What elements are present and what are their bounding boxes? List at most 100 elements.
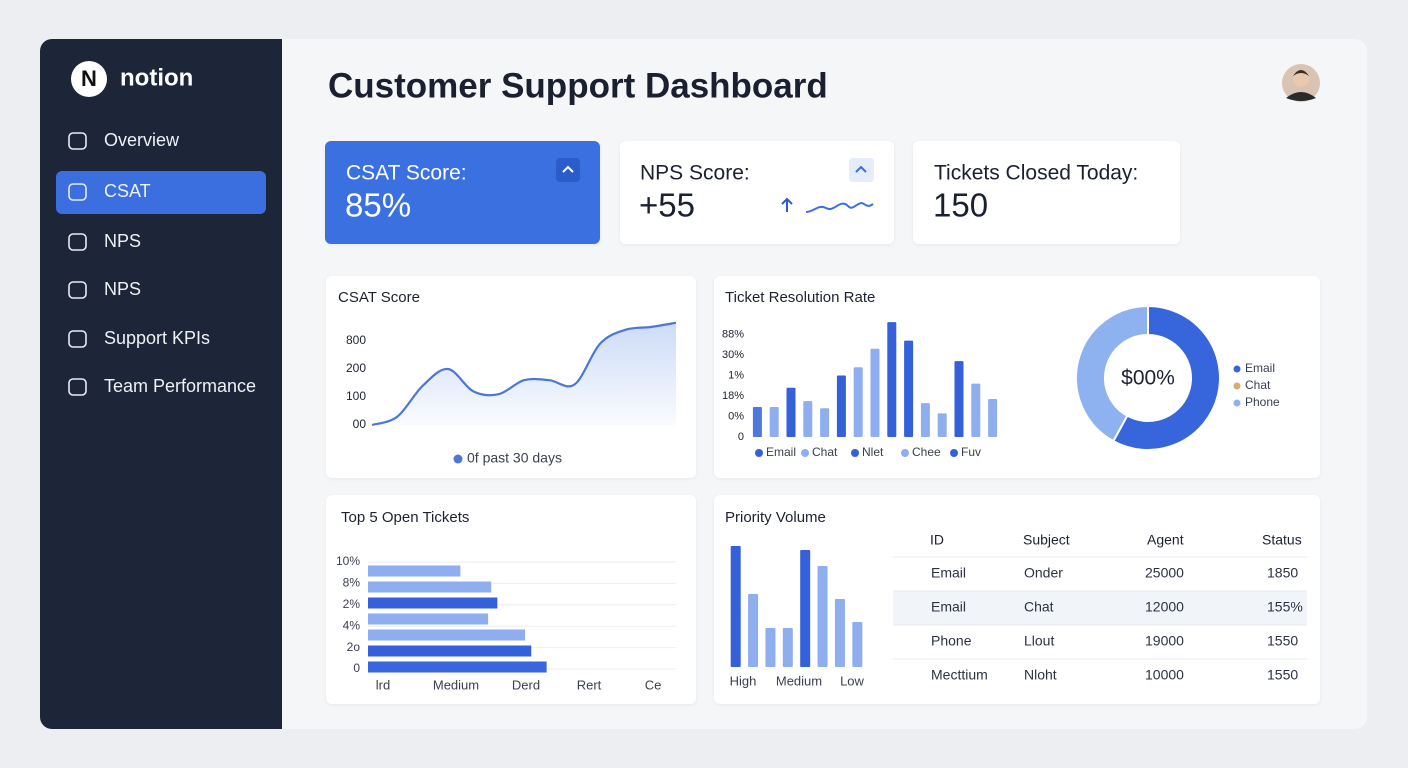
logo-icon	[71, 61, 107, 97]
x-label: Derd	[512, 677, 540, 692]
table-cell: Onder	[1024, 565, 1063, 581]
chart-title: CSAT Score	[338, 289, 420, 306]
y-label: 8%	[343, 576, 361, 590]
legend-label: Fuv	[961, 445, 981, 459]
bar	[852, 622, 863, 667]
kpi-card[interactable]	[325, 141, 600, 244]
bar	[920, 403, 930, 437]
bar	[988, 399, 998, 437]
table-cell: Email	[931, 565, 966, 581]
table-header: Status	[1262, 532, 1302, 548]
donut-segment	[1111, 304, 1221, 451]
bar	[786, 387, 796, 437]
table-header: ID	[930, 532, 944, 548]
donut-segment	[1074, 304, 1149, 443]
legend-dot	[1233, 365, 1241, 373]
table-cell: Llout	[1024, 633, 1054, 649]
kpi-label: CSAT Score:	[346, 162, 467, 185]
y-tick-label: 18%	[722, 390, 744, 402]
bar	[368, 565, 461, 577]
x-label: Rert	[577, 677, 602, 692]
chart-title: Top 5 Open Tickets	[341, 509, 469, 526]
bar	[834, 599, 845, 667]
table-cell: Nloht	[1024, 667, 1057, 683]
nav-item[interactable]: Support KPIs	[104, 328, 210, 348]
bar	[748, 594, 759, 667]
legend-dot	[950, 449, 958, 457]
nav-icon	[68, 183, 87, 201]
legend-label: Chat	[812, 445, 838, 459]
nav-item[interactable]: Overview	[104, 130, 180, 150]
table-cell: 155%	[1267, 599, 1303, 615]
bar	[769, 407, 779, 437]
bar	[730, 546, 741, 667]
table-cell: 1550	[1267, 667, 1298, 683]
y-label: 2o	[347, 640, 361, 654]
y-tick-label: 200	[346, 361, 366, 375]
y-tick-label: 0	[738, 431, 744, 443]
chart-title: Priority Volume	[725, 509, 826, 526]
bar	[904, 340, 914, 437]
kpi-card[interactable]	[913, 141, 1180, 244]
kpi-value: 150	[933, 187, 988, 224]
bar	[937, 413, 947, 437]
table-cell: Chat	[1024, 599, 1054, 615]
y-tick-label: 00	[353, 417, 367, 431]
table-cell: Mecttium	[931, 667, 988, 683]
logo-text: notion	[120, 64, 193, 91]
kpi-label: NPS Score:	[640, 162, 750, 185]
area	[372, 322, 676, 425]
y-label: 4%	[343, 618, 361, 632]
kpi-card[interactable]	[620, 141, 894, 244]
x-label: lrd	[376, 677, 390, 692]
card	[326, 276, 696, 478]
table-cell: Phone	[931, 633, 972, 649]
x-label: Low	[840, 673, 864, 688]
bar	[803, 401, 813, 437]
nav-item[interactable]: CSAT	[104, 181, 151, 201]
donut-center: $00%	[1121, 367, 1175, 390]
sparkline	[805, 202, 874, 213]
chevron-button[interactable]	[556, 158, 580, 182]
nav-icon	[68, 330, 87, 348]
nav-item[interactable]: Team Performance	[104, 376, 256, 396]
chevron-button[interactable]	[849, 158, 874, 182]
nav-item[interactable]: NPS	[104, 279, 141, 299]
legend-label: Email	[766, 445, 796, 459]
nav-active[interactable]	[56, 171, 266, 214]
table-cell: Email	[931, 599, 966, 615]
bar	[836, 375, 846, 437]
bar	[954, 361, 964, 437]
bar	[368, 581, 492, 593]
table-cell: 1850	[1267, 565, 1298, 581]
bar	[368, 597, 498, 609]
row-highlight	[893, 591, 1307, 625]
bar	[853, 367, 863, 437]
table-cell: 12000	[1145, 599, 1184, 615]
chevron	[855, 165, 867, 173]
bar	[820, 408, 830, 437]
bar	[817, 566, 828, 667]
avatar-hair	[1293, 70, 1309, 76]
y-tick-label: 30%	[722, 349, 744, 361]
legend-dot	[801, 449, 809, 457]
y-tick-label: 100	[346, 389, 366, 403]
x-label: Medium	[433, 677, 479, 692]
y-label: 10%	[336, 554, 360, 568]
x-label: Ce	[645, 677, 662, 692]
bar	[800, 550, 811, 667]
bar	[765, 628, 776, 667]
legend-label: Phone	[1245, 395, 1280, 409]
bar	[752, 407, 762, 437]
x-label: High	[730, 673, 757, 688]
kpi-value: 85%	[345, 187, 411, 224]
table-cell: 10000	[1145, 667, 1184, 683]
card	[714, 276, 1320, 478]
legend-label: Nlet	[862, 445, 884, 459]
nav-item[interactable]: NPS	[104, 231, 141, 251]
y-tick-label: 800	[346, 333, 366, 347]
nav-icon	[68, 378, 87, 396]
y-tick-label: 88%	[722, 328, 744, 340]
